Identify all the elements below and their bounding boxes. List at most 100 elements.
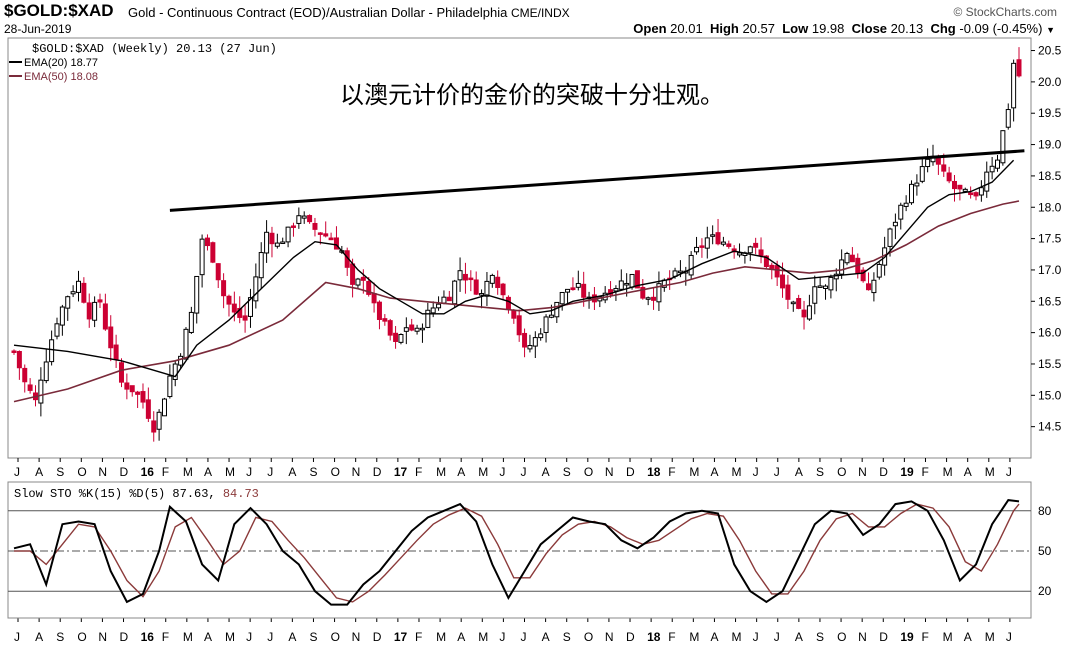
candle-body [280, 241, 286, 244]
price-x-tick-label: S [56, 465, 64, 479]
close-value: 20.13 [890, 21, 924, 36]
sto-x-tick-label: S [563, 630, 571, 644]
candle-body [495, 276, 501, 288]
candle-body [226, 295, 232, 305]
price-y-tick-label: 19.5 [1038, 106, 1062, 120]
price-y-tick-label: 18.5 [1038, 169, 1062, 183]
sto-x-tick-label: 17 [394, 630, 408, 644]
candle-body [806, 305, 812, 320]
price-x-tick-label: N [605, 465, 614, 479]
candle-body [457, 270, 463, 281]
candle-body [559, 291, 565, 305]
candle-body [710, 234, 716, 237]
sto-x-tick-label: J [753, 630, 759, 644]
price-x-tick-label: F [668, 465, 675, 479]
candle-body [608, 289, 614, 295]
sto-x-tick-label: S [816, 630, 824, 644]
candle-body [898, 204, 904, 220]
candle-body [452, 280, 458, 305]
sto-x-tick-label: M [225, 630, 235, 644]
candle-body [38, 379, 44, 404]
candle-body [849, 254, 855, 263]
candle-body [333, 237, 339, 250]
ema20-legend: EMA(20) 18.77 [24, 57, 98, 69]
candle-body [317, 232, 323, 235]
sto-x-tick-label: J [246, 630, 252, 644]
candle-body [194, 275, 200, 314]
price-x-tick-label: 19 [900, 465, 914, 479]
price-y-tick-label: 19.0 [1038, 138, 1062, 152]
candle-body [1016, 59, 1022, 77]
candle-body [957, 184, 963, 190]
sto-y-tick-label: 80 [1038, 504, 1052, 518]
sto-x-tick-label: F [162, 630, 169, 644]
description-text: Gold - Continuous Contract (EOD)/Austral… [128, 5, 508, 20]
sto-x-tick-label: 16 [141, 630, 155, 644]
sto-x-tick-label: A [964, 630, 972, 644]
sto-y-tick-label: 50 [1038, 544, 1052, 558]
price-x-tick-label: M [478, 465, 488, 479]
candle-body [11, 350, 17, 353]
candle-body [409, 324, 415, 331]
candle-body [328, 237, 334, 241]
candle-body [500, 283, 506, 296]
candle-body [151, 420, 157, 433]
price-legend: $GOLD:$XAD (Weekly) 20.13 (27 Jun) [32, 42, 277, 56]
sto-x-tick-label: A [457, 630, 465, 644]
sto-x-tick-label: J [774, 630, 780, 644]
candle-body [178, 355, 184, 366]
price-x-tick-label: D [120, 465, 129, 479]
candle-body [629, 273, 635, 288]
close-label: Close [851, 21, 888, 36]
sto-x-tick-label: M [478, 630, 488, 644]
price-y-tick-label: 20.0 [1038, 75, 1062, 89]
ema50-legend: EMA(50) 18.08 [24, 71, 98, 83]
sto-x-tick-label: M [943, 630, 953, 644]
candle-body [688, 254, 694, 276]
trendline [169, 149, 1025, 212]
sto-x-tick-label: O [584, 630, 593, 644]
candle-body [613, 288, 619, 292]
chg-label: Chg [930, 21, 956, 36]
candle-body [1011, 62, 1017, 109]
candle-body [570, 287, 576, 291]
candle-body [505, 296, 511, 310]
sto-d-line [14, 503, 1020, 603]
sto-x-tick-label: M [436, 630, 446, 644]
price-x-tick-label: N [352, 465, 361, 479]
price-x-tick-label: A [964, 465, 972, 479]
candle-body [350, 263, 356, 285]
candle-body [54, 323, 60, 337]
candle-body [839, 259, 845, 275]
candle-body [823, 285, 829, 289]
candle-body [468, 277, 474, 281]
sto-x-tick-label: N [352, 630, 361, 644]
candle-body [656, 283, 662, 303]
candle-body [952, 180, 958, 190]
candle-body [914, 182, 920, 187]
price-x-tick-label: F [415, 465, 422, 479]
candle-body [774, 265, 780, 278]
sto-x-tick-label: N [605, 630, 614, 644]
annotation-text: 以澳元计价的金价的突破十分壮观。 [340, 81, 724, 109]
sto-x-tick-label: O [331, 630, 340, 644]
candle-body [253, 276, 259, 302]
candle-body [737, 252, 743, 256]
sto-x-tick-label: A [795, 630, 803, 644]
candle-body [962, 188, 968, 192]
low-label: Low [782, 21, 809, 36]
candle-body [108, 326, 114, 349]
candle-body [473, 279, 479, 295]
price-x-tick-label: O [584, 465, 593, 479]
candle-body [419, 327, 425, 331]
candle-body [75, 280, 81, 293]
price-x-tick-label: 18 [647, 465, 661, 479]
candle-body [527, 345, 533, 350]
candle-body [677, 270, 683, 274]
candle-body [1000, 130, 1006, 164]
menu-caret-icon[interactable]: ▼ [1046, 25, 1055, 35]
price-x-tick-label: D [879, 465, 888, 479]
candle-body [995, 159, 1001, 169]
candle-body [747, 246, 753, 254]
candle-body [925, 158, 931, 168]
